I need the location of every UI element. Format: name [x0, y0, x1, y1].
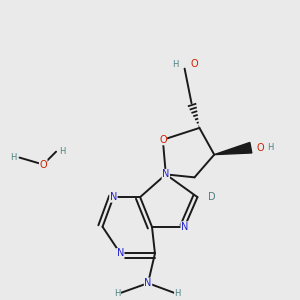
Polygon shape [214, 142, 252, 154]
Text: N: N [144, 278, 152, 288]
Text: N: N [110, 192, 117, 202]
Text: N: N [117, 248, 124, 259]
Text: H: H [175, 289, 181, 298]
Text: O: O [39, 160, 47, 170]
Text: O: O [159, 135, 167, 145]
Text: H: H [172, 60, 179, 69]
Text: N: N [181, 222, 188, 232]
Text: H: H [10, 153, 16, 162]
Text: H: H [267, 143, 274, 152]
Text: O: O [190, 59, 198, 69]
Text: H: H [59, 147, 65, 156]
Text: D: D [208, 192, 215, 202]
Text: O: O [256, 143, 264, 153]
Text: H: H [114, 289, 121, 298]
Text: N: N [162, 169, 169, 179]
